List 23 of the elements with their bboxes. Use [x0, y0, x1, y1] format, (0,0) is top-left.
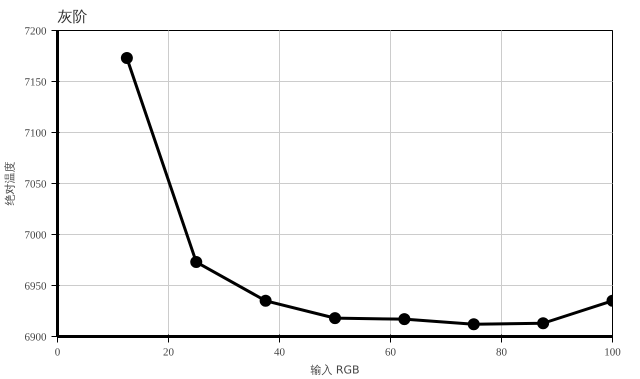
y-tick-label: 7100 — [24, 128, 47, 140]
x-tick-label: 40 — [274, 346, 286, 358]
x-tick-label: 80 — [496, 346, 508, 358]
point — [120, 52, 133, 64]
point — [398, 313, 410, 326]
y-tick-label: 7200 — [24, 26, 47, 38]
point — [537, 317, 550, 330]
point — [468, 318, 480, 330]
x-tick-label: 20 — [163, 346, 174, 358]
y-tick-label: 6900 — [24, 332, 47, 344]
y-axis-title: 绝对温度 — [4, 162, 16, 206]
y-tick-label: 7000 — [24, 230, 47, 242]
chart-title: 灰阶 — [58, 8, 88, 26]
x-tick-label: 100 — [604, 346, 622, 358]
y-tick-label: 7050 — [24, 178, 47, 190]
x-tick-label: 60 — [385, 346, 396, 358]
x-axis-title: 输入 RGB — [310, 364, 360, 376]
point — [190, 256, 202, 268]
x-tick-label: 0 — [54, 346, 61, 358]
point — [329, 312, 341, 324]
point — [260, 294, 272, 307]
y-tick-label: 6950 — [24, 280, 47, 292]
y-tick-label: 7150 — [24, 76, 47, 88]
